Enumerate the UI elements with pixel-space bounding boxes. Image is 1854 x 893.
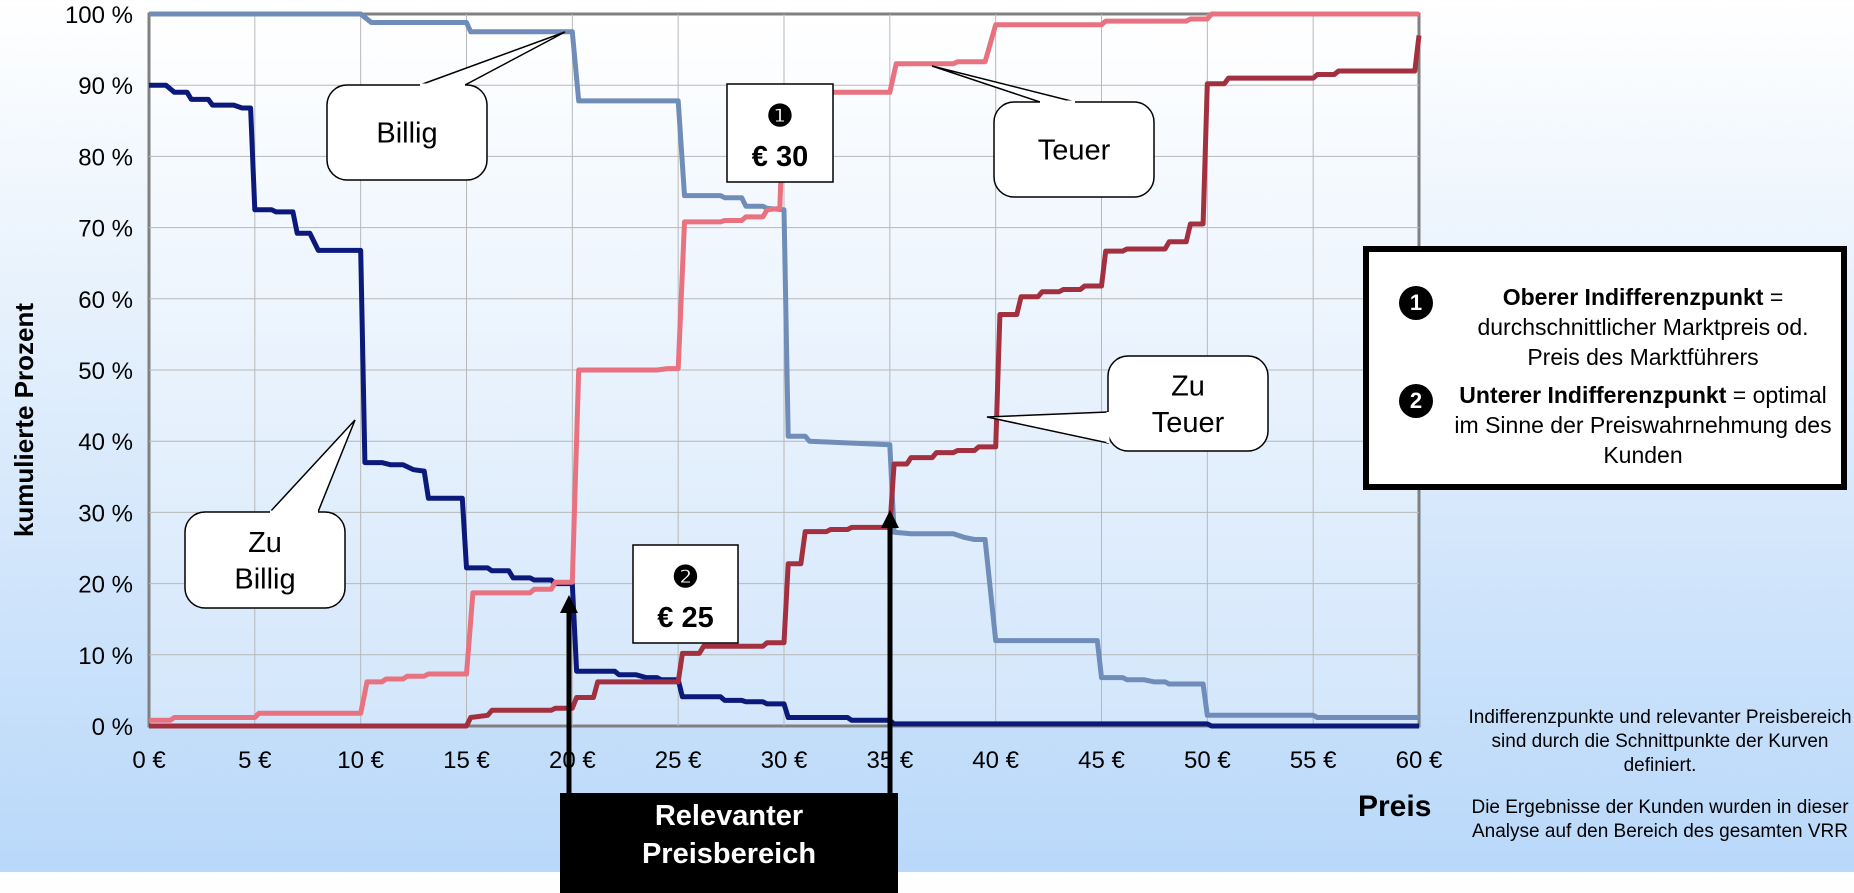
price-box-25-frame: [632, 544, 739, 644]
x-tick-label: 50 €: [1184, 747, 1231, 774]
x-axis-label: Preis: [1358, 790, 1432, 823]
x-tick-label: 40 €: [972, 747, 1019, 774]
legend-upper-desc: = durchschnittlicher Marktpreis od. Prei…: [1477, 284, 1809, 370]
price-box-25-value: € 25: [657, 602, 713, 634]
y-tick-label: 100 %: [65, 2, 133, 29]
x-tick-label: 55 €: [1290, 747, 1337, 774]
y-tick-label: 50 %: [78, 358, 133, 385]
price-box-30-value: € 30: [752, 141, 808, 173]
callout-zu-billig: Zu Billig: [184, 419, 356, 609]
price-box-30-frame: [726, 83, 834, 183]
legend-lower-desc: = optimal im Sinne der Preiswahrnehmung …: [1454, 382, 1832, 468]
x-axis-ticks: 0 €5 €10 €15 €20 €25 €30 €35 €40 €45 €50…: [132, 747, 1443, 774]
price-box-25-marker: ❷: [672, 561, 699, 594]
y-tick-label: 90 %: [78, 73, 133, 100]
relevant-range-arrows: [560, 510, 899, 793]
series-line-zu-billig: [149, 82, 1419, 729]
price-sensitivity-chart: 0 €5 €10 €15 €20 €25 €30 €35 €40 €45 €50…: [9, 2, 1443, 793]
y-axis-ticks: 0 % 10 % 20 % 30 % 40 % 50 % 60 % 70 % 80 % 90 % 1…: [65, 2, 133, 741]
series-group: [149, 11, 1422, 729]
x-tick-label: 5 €: [238, 747, 272, 774]
arrow-upper-head: [881, 510, 899, 528]
relevant-range-line1: Relevanter: [654, 800, 804, 832]
callout-billig: Billig: [326, 31, 566, 181]
note-definition: Indifferenzpunkte und relevanter Preisbe…: [1468, 707, 1852, 776]
y-tick-label: 80 %: [78, 144, 133, 171]
callout-billig-text: Billig: [376, 118, 437, 150]
x-tick-label: 30 €: [761, 747, 808, 774]
callout-zu-teuer-text: Zu: [1171, 371, 1205, 403]
legend-marker-2: 2: [1399, 384, 1433, 418]
callout-zu-billig-text: Zu: [248, 527, 282, 559]
price-box-30-marker: ❶: [767, 100, 794, 133]
note-results: Die Ergebnisse der Kunden wurden in dies…: [1471, 797, 1849, 842]
callout-zu-teuer-text: Teuer: [1152, 407, 1225, 439]
y-tick-label: 20 %: [78, 572, 133, 599]
y-tick-label: 30 %: [78, 500, 133, 527]
y-tick-label: 70 %: [78, 216, 133, 243]
callout-zu-billig-bubble: [184, 511, 346, 609]
x-tick-label: 15 €: [443, 747, 490, 774]
y-axis-label: kumulierte Prozent: [9, 303, 39, 537]
callout-zu-billig-text: Billig: [234, 563, 295, 595]
callout-zu-teuer-bubble: [1107, 355, 1269, 452]
x-tick-label: 25 €: [655, 747, 702, 774]
x-tick-label: 45 €: [1078, 747, 1125, 774]
relevant-range-box: Relevanter Preisbereich: [560, 793, 898, 893]
x-tick-label: 0 €: [132, 747, 166, 774]
series-line-teuer: [149, 11, 1419, 723]
series-line-zu-teuer: [149, 35, 1422, 729]
x-tick-label: 10 €: [337, 747, 384, 774]
callout-zu-teuer: Zu Teuer: [986, 355, 1269, 452]
price-box-25: ❷ € 25: [632, 544, 739, 644]
arrow-lower-head: [560, 595, 578, 613]
relevant-range-line2: Preisbereich: [641, 838, 817, 870]
x-tick-label: 20 €: [549, 747, 596, 774]
legend-upper-title: Oberer Indifferenzpunkt: [1502, 284, 1764, 310]
x-tick-label: 60 €: [1396, 747, 1443, 774]
callout-teuer-text: Teuer: [1038, 135, 1111, 167]
price-box-30: ❶ € 30: [726, 83, 834, 183]
callout-billig-bubble: [326, 84, 488, 181]
callout-teuer: Teuer: [931, 65, 1155, 198]
callouts: Billig Teuer Zu Teuer Zu Billig ❶ € 30 ❷ € 25: [184, 31, 1269, 644]
y-tick-label: 60 %: [78, 287, 133, 314]
y-tick-label: 10 %: [78, 643, 133, 670]
y-tick-label: 40 %: [78, 429, 133, 456]
legend-box: 1 Oberer Indifferenzpunkt = durchschnitt…: [1363, 246, 1847, 490]
legend-lower-title: Unterer Indifferenzpunkt: [1459, 382, 1727, 408]
y-tick-label: 0 %: [92, 714, 133, 741]
legend-marker-1: 1: [1399, 286, 1433, 320]
